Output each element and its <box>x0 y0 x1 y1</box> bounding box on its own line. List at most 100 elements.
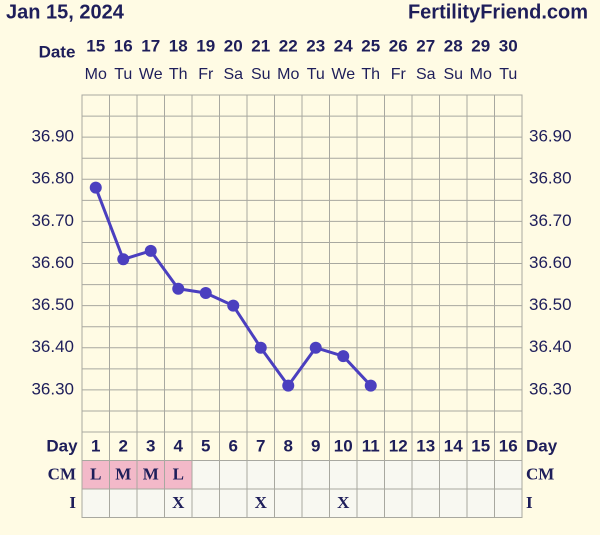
table-cell <box>164 460 193 490</box>
cell-text: M <box>115 465 131 484</box>
date-label: Date <box>39 42 76 61</box>
temperature-point <box>227 299 240 312</box>
y-tick-label-right: 36.70 <box>529 211 572 230</box>
date-label: 30 <box>499 36 518 55</box>
date-label: 15 <box>86 36 105 55</box>
cell-text: 7 <box>256 437 265 456</box>
temperature-point <box>199 286 212 299</box>
row-label: I <box>69 493 76 512</box>
weekday-label: Tu <box>307 66 325 83</box>
y-tick-label: 36.60 <box>31 253 74 272</box>
date-label: 28 <box>444 36 463 55</box>
cell-text: 15 <box>471 437 490 456</box>
table-cell <box>274 460 303 490</box>
cell-text: 4 <box>174 437 184 456</box>
y-tick-label: 36.40 <box>31 337 74 356</box>
row-label: CM <box>48 465 76 484</box>
weekday-label: Tu <box>114 66 132 83</box>
y-tick-label-right: 36.50 <box>529 295 572 314</box>
table-cell <box>439 460 468 490</box>
table-cell <box>81 431 110 461</box>
temperature-point <box>117 253 130 266</box>
weekday-label: Sa <box>223 66 243 83</box>
weekday-label: We <box>331 66 355 83</box>
cell-text: M <box>143 465 159 484</box>
y-tick-label: 36.90 <box>31 127 74 146</box>
weekday-label: Th <box>361 66 380 83</box>
weekday-label: Mo <box>85 66 107 83</box>
date-label: 21 <box>251 36 270 55</box>
row-label-right: CM <box>526 465 554 484</box>
table-cell <box>329 488 358 518</box>
cell-text: 6 <box>229 437 238 456</box>
table-cell <box>219 460 248 490</box>
date-label: 29 <box>471 36 490 55</box>
temperature-point <box>144 244 157 257</box>
temperature-point <box>172 282 185 295</box>
cell-text: X <box>172 493 185 512</box>
date-label: 18 <box>169 36 188 55</box>
y-tick-label-right: 36.80 <box>529 169 572 188</box>
table-cell <box>329 460 358 490</box>
source: FertilityFriend.com <box>408 1 588 23</box>
cell-text: 14 <box>444 437 463 456</box>
date-label: 19 <box>196 36 215 55</box>
date-label: 24 <box>334 36 353 55</box>
weekday-label: We <box>139 66 163 83</box>
weekday-label: Fr <box>198 66 214 83</box>
temperature-point <box>364 379 377 392</box>
cell-text: 16 <box>499 437 518 456</box>
table-cell <box>356 488 385 518</box>
table-cell <box>466 488 495 518</box>
table-cell <box>164 488 193 518</box>
table-cell <box>329 431 358 461</box>
weekday-label: Fr <box>391 66 407 83</box>
y-tick-label-right: 36.40 <box>529 337 572 356</box>
cell-text: 2 <box>119 437 128 456</box>
weekday-label: Su <box>443 66 463 83</box>
table-cell <box>411 431 440 461</box>
temperature-point <box>89 181 102 194</box>
cell-text: 5 <box>201 437 210 456</box>
date-label: 23 <box>306 36 325 55</box>
cell-text: 1 <box>91 437 100 456</box>
cell-text: L <box>90 465 101 484</box>
table-cell <box>411 460 440 490</box>
row-label: Day <box>46 437 78 456</box>
cell-text: 11 <box>362 437 380 456</box>
cell-text: X <box>255 493 268 512</box>
table-cell <box>246 460 275 490</box>
cell-text: 3 <box>146 437 155 456</box>
cell-text: 13 <box>416 437 435 456</box>
table-cell <box>246 488 275 518</box>
table-cell <box>411 488 440 518</box>
row-label-right: I <box>526 493 533 512</box>
chart-title: Jan 15, 2024 <box>6 1 125 23</box>
cell-text: 9 <box>311 437 320 456</box>
weekday-label: Th <box>169 66 188 83</box>
table-cell <box>191 488 220 518</box>
table-cell <box>494 431 523 461</box>
table-cell <box>136 460 165 490</box>
date-label: 25 <box>361 36 380 55</box>
table-cell <box>136 488 165 518</box>
weekday-label: Sa <box>416 66 436 83</box>
date-label: 20 <box>224 36 243 55</box>
temperature-point <box>309 341 322 354</box>
table-cell <box>494 460 523 490</box>
y-tick-label-right: 36.60 <box>529 253 572 272</box>
cell-text: 8 <box>284 437 293 456</box>
table-cell <box>219 488 248 518</box>
table-cell <box>356 460 385 490</box>
y-tick-label: 36.30 <box>31 379 74 398</box>
table-cell <box>384 488 413 518</box>
cell-text: L <box>173 465 184 484</box>
date-label: 22 <box>279 36 298 55</box>
weekday-label: Tu <box>499 66 517 83</box>
table-cell <box>274 488 303 518</box>
table-cell <box>301 488 330 518</box>
table-cell <box>384 431 413 461</box>
date-label: 17 <box>141 36 160 55</box>
date-label: 26 <box>389 36 408 55</box>
